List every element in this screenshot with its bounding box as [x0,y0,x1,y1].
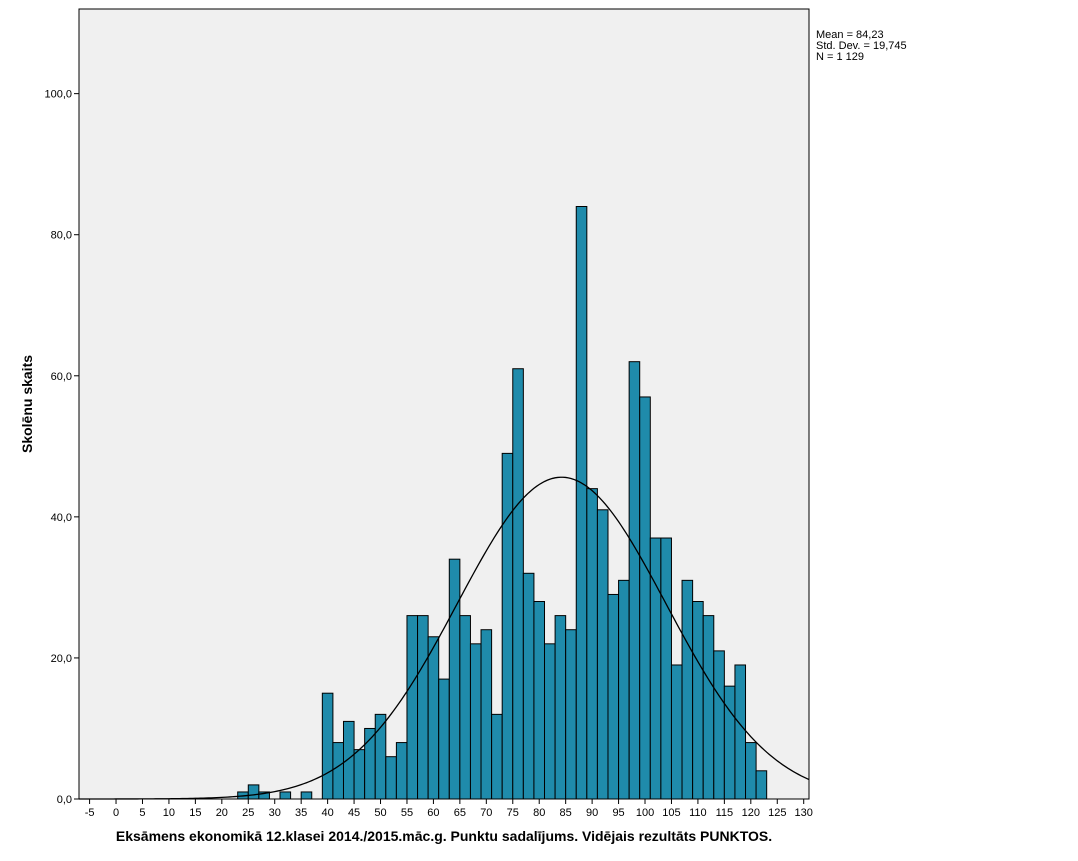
histogram-bar-17 [448,558,461,800]
histogram-bar-21 [491,713,503,800]
histogram-bar-37 [660,537,672,800]
histogram-bar-24 [522,572,535,800]
histogram-bar-35 [639,396,651,800]
x-tick-label-9: 40 [321,807,333,819]
histogram-bar-27 [554,615,567,800]
histogram-bar-25 [533,601,546,800]
x-tick-label-2: 5 [139,807,145,819]
histogram-bar-7 [342,720,355,800]
x-tick-label-0: -5 [85,807,95,819]
histogram-bar-11 [385,756,397,800]
histogram-bar-4 [300,791,313,800]
x-tick-label-14: 65 [454,807,466,819]
histogram-bar-31 [596,509,609,800]
histogram-bar-34 [628,361,641,800]
histogram-bar-38 [670,664,683,800]
histogram-bar-42 [713,650,725,800]
histogram-bar-45 [745,742,757,800]
x-tick-label-8: 35 [295,807,307,819]
histogram-bar-15 [427,636,440,800]
histogram-bar-5 [321,692,334,800]
stats-std-dev: Std. Dev. = 19,745 [816,40,907,52]
x-tick-label-24: 115 [716,807,734,819]
histogram-bar-26 [544,643,556,800]
stats-n: N = 1 129 [816,51,864,63]
stats-legend: Mean = 84,23 Std. Dev. = 19,745 N = 1 12… [816,29,907,63]
x-tick-label-10: 45 [348,807,360,819]
x-tick-label-6: 25 [242,807,254,819]
y-tick-label-4: 80,0 [51,230,72,242]
x-tick-label-5: 20 [216,807,228,819]
histogram-bar-6 [332,742,344,800]
x-tick-label-17: 80 [533,807,545,819]
histogram-bar-32 [607,593,620,800]
histogram-bar-29 [575,206,588,800]
x-tick-label-13: 60 [427,807,439,819]
histogram-bar-18 [459,615,471,800]
x-tick-label-21: 100 [636,807,654,819]
x-tick-label-12: 55 [401,807,413,819]
stats-mean: Mean = 84,23 [816,29,884,41]
histogram-bar-8 [353,749,366,800]
x-tick-label-25: 120 [742,807,760,819]
histogram-bar-16 [438,678,450,800]
histogram-bar-39 [681,579,694,800]
y-tick-label-0: 0,0 [57,794,72,806]
y-tick-label-2: 40,0 [51,512,72,524]
histogram-bar-1 [247,784,260,800]
x-tick-label-22: 105 [662,807,680,819]
histogram-bar-40 [692,601,704,800]
y-tick-label-3: 60,0 [51,371,72,383]
histogram-bar-28 [565,629,577,800]
histogram-bar-3 [279,791,292,800]
x-tick-label-7: 30 [269,807,281,819]
x-axis: -5 0 5 10 15 20 25 30 35 40 45 50 55 60 65 70 75 80 85 90 95… [85,799,813,819]
histogram-bar-33 [618,579,630,800]
normal-curve [79,476,810,800]
x-tick-label-4: 15 [189,807,201,819]
x-tick-label-19: 90 [586,807,598,819]
histogram-bar-12 [395,742,408,800]
histogram-bar-23 [512,368,524,800]
histogram-bar-13 [406,615,419,800]
histogram-bar-30 [586,488,598,800]
x-tick-label-20: 95 [612,807,624,819]
histogram-bar-22 [501,452,514,800]
x-tick-label-15: 70 [480,807,492,819]
x-tick-label-11: 50 [374,807,386,819]
histogram-bar-20 [480,629,493,800]
histogram-bar-46 [755,770,768,800]
x-tick-label-18: 85 [560,807,572,819]
histogram-bar-44 [734,664,747,800]
histogram-bars [237,206,768,800]
histogram-bar-43 [723,685,736,800]
histogram-bar-19 [469,643,482,800]
histogram-bar-41 [702,615,715,800]
histogram-bar-2 [258,791,270,800]
x-tick-label-26: 125 [768,807,786,819]
y-tick-label-5: 100,0 [44,89,72,101]
x-tick-label-1: 0 [113,807,119,819]
x-tick-label-16: 75 [507,807,519,819]
x-axis-title: Eksāmens ekonomikā 12.klasei 2014./2015.… [116,828,772,844]
x-tick-label-23: 110 [689,807,707,819]
y-axis-title: Skolēnu skaits [19,355,35,453]
x-tick-label-3: 10 [163,807,175,819]
x-tick-label-27: 130 [795,807,813,819]
y-tick-label-1: 20,0 [51,653,72,665]
y-axis: 0,0 20,0 40,0 60,0 80,0 100,0 [44,89,79,806]
histogram-bar-14 [417,615,429,800]
